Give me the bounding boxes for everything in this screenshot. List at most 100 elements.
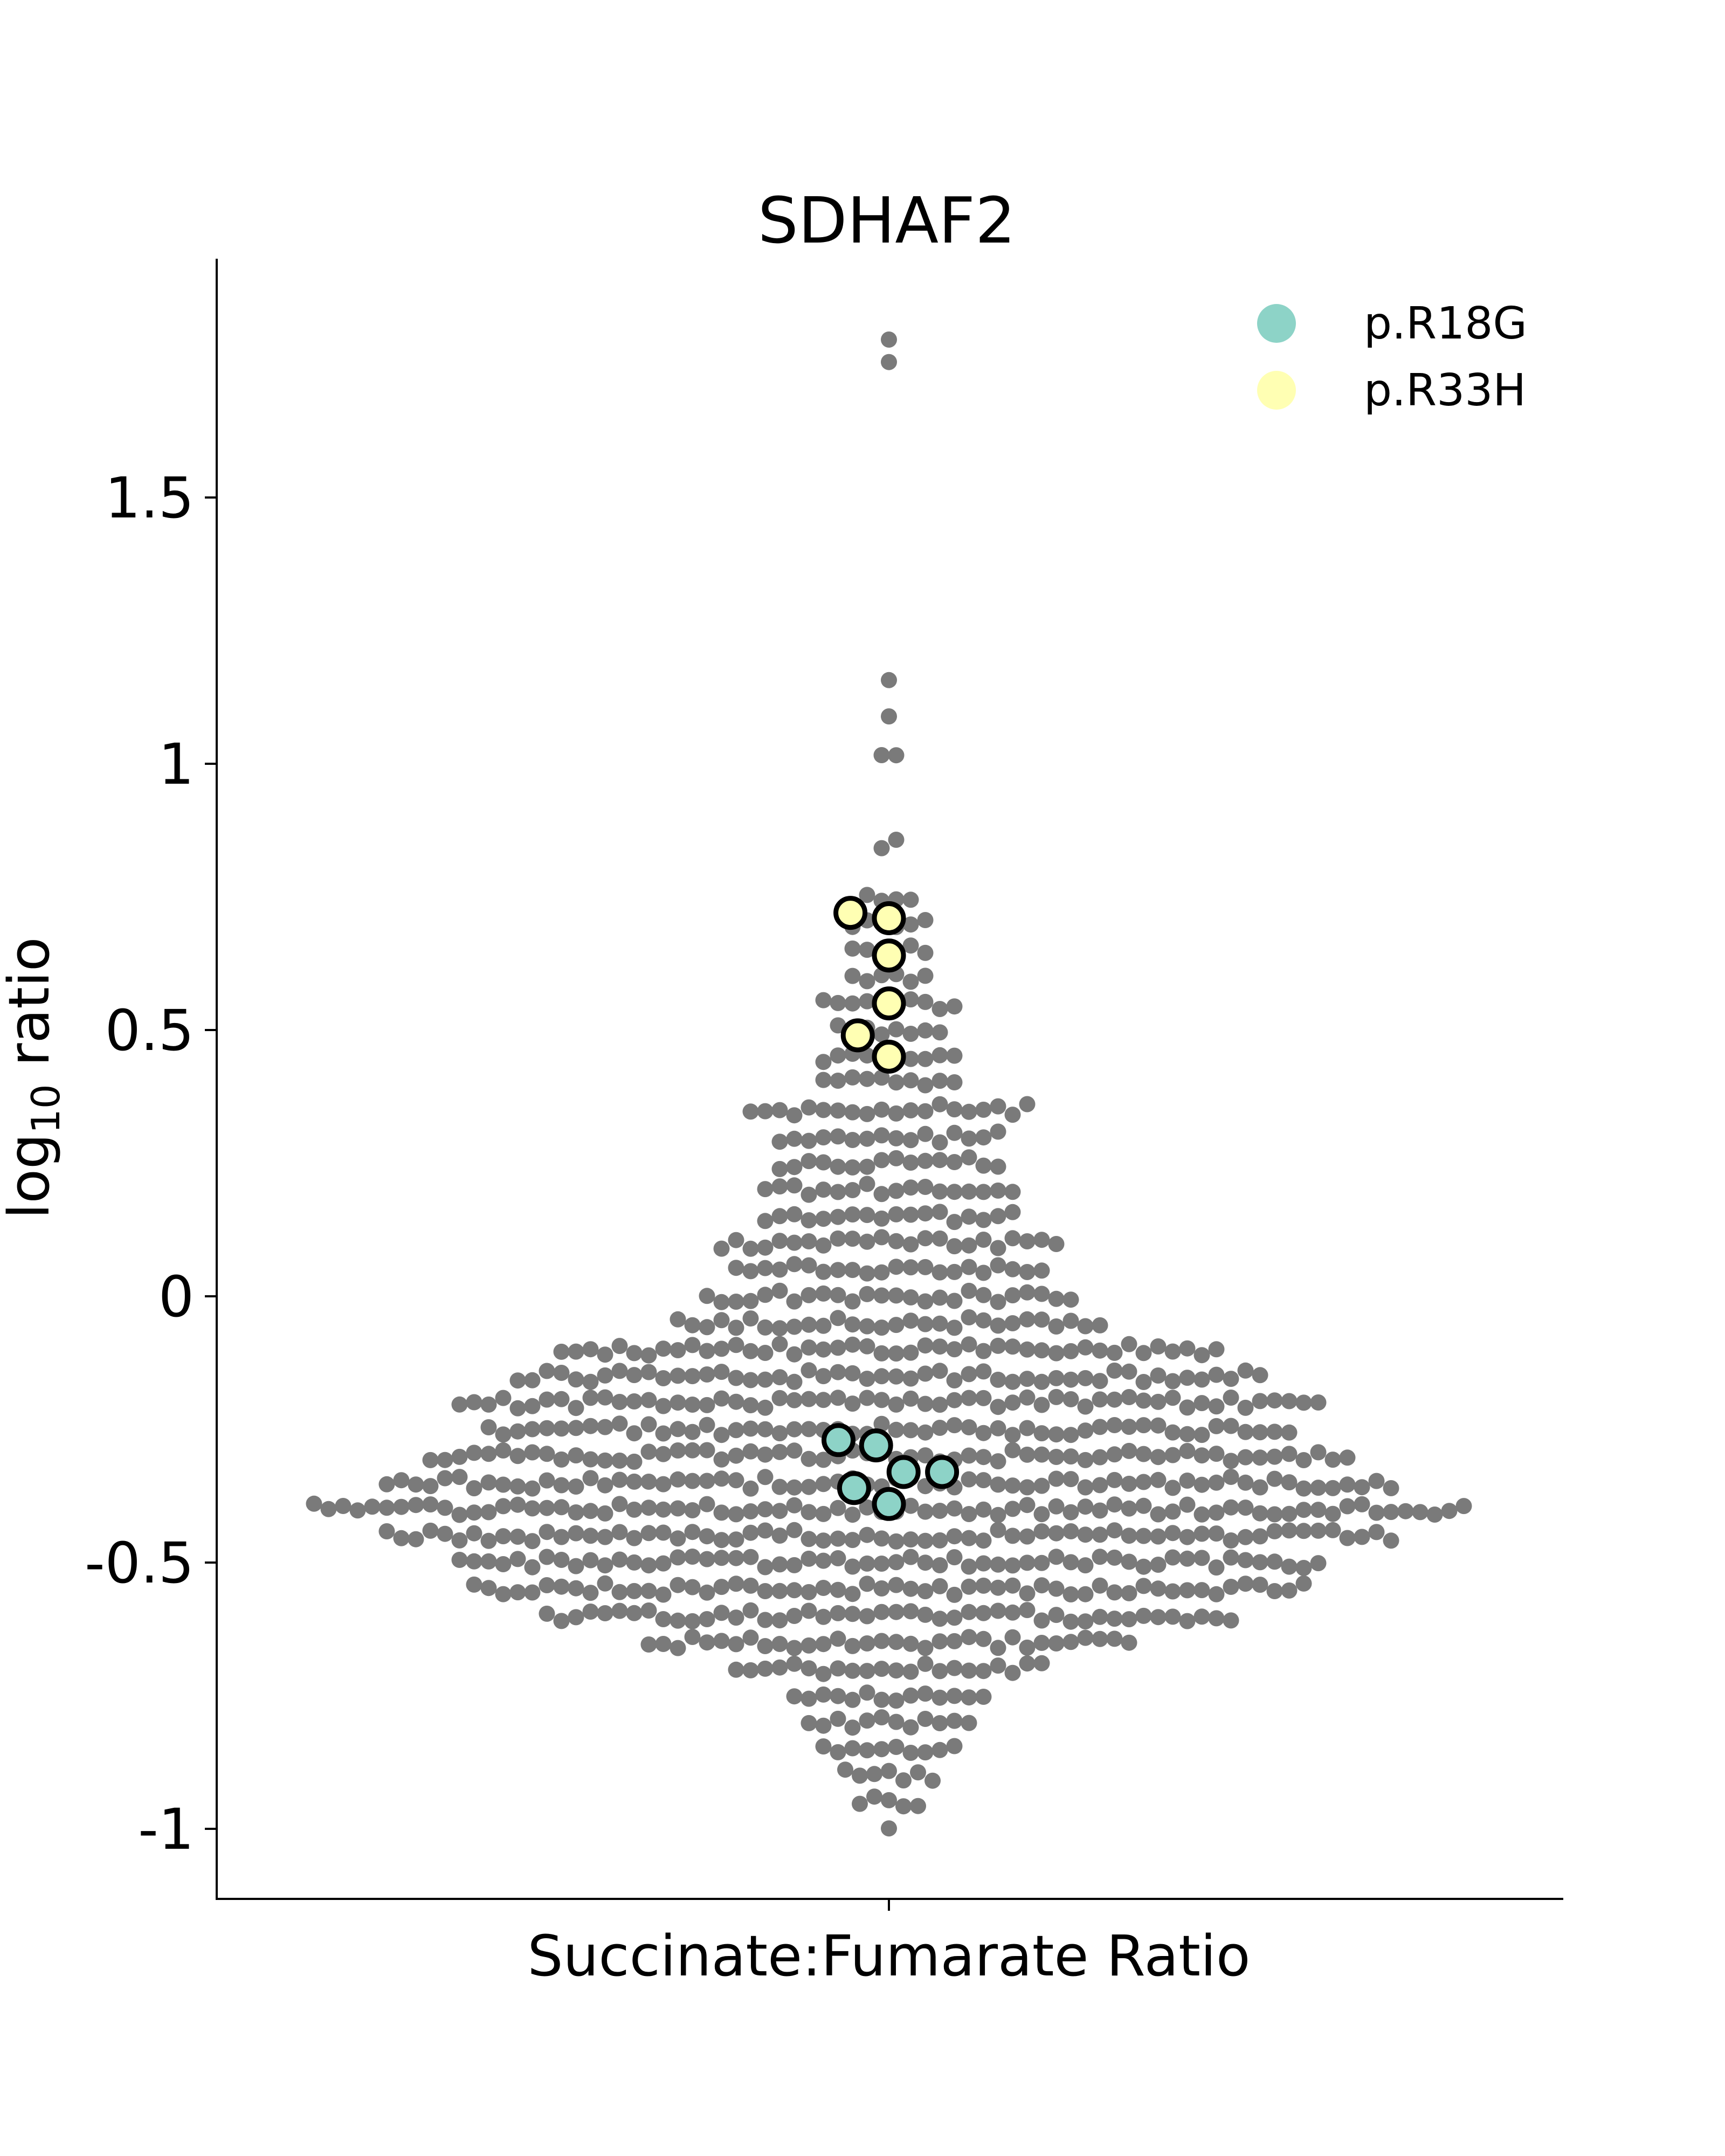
background-point — [1106, 1391, 1123, 1408]
background-point — [946, 1372, 963, 1388]
background-point — [495, 1426, 512, 1443]
series-point — [822, 1423, 855, 1457]
background-point — [1062, 1448, 1079, 1465]
background-point — [378, 1523, 395, 1539]
background-point — [830, 1339, 846, 1356]
y-tick-label: -0.5 — [85, 1530, 194, 1596]
background-point — [1135, 1474, 1152, 1490]
background-point — [742, 1443, 759, 1460]
background-point — [830, 1310, 846, 1326]
background-point — [786, 1582, 803, 1599]
background-point — [757, 1345, 774, 1361]
background-point — [582, 1470, 599, 1487]
background-point — [771, 1528, 788, 1544]
background-point — [1033, 1446, 1050, 1463]
background-point — [509, 1400, 526, 1416]
y-axis-label-main: log — [0, 1134, 62, 1219]
background-point — [932, 1230, 948, 1247]
background-point — [888, 1662, 905, 1679]
background-point — [713, 1312, 730, 1329]
background-point — [786, 1318, 803, 1335]
background-point — [771, 1208, 788, 1225]
background-point — [1237, 1499, 1254, 1516]
background-point — [699, 1416, 715, 1433]
background-point — [990, 1420, 1006, 1436]
background-point — [815, 1129, 832, 1146]
background-point — [815, 1072, 832, 1088]
background-point — [742, 1549, 759, 1565]
background-point — [611, 1452, 628, 1469]
background-point — [888, 1577, 905, 1593]
background-point — [684, 1397, 701, 1413]
background-point — [801, 1584, 817, 1600]
background-point — [1281, 1446, 1298, 1462]
background-point — [1019, 1585, 1036, 1602]
background-point — [917, 1503, 934, 1520]
background-point — [946, 1238, 963, 1255]
background-point — [932, 1024, 948, 1041]
series-point — [872, 901, 906, 935]
background-point — [844, 1336, 861, 1353]
background-point — [873, 1319, 890, 1336]
background-point — [801, 1212, 817, 1228]
background-point — [1455, 1498, 1472, 1515]
background-point — [466, 1480, 482, 1497]
background-point — [1324, 1480, 1341, 1496]
background-point — [1106, 1630, 1123, 1647]
background-point — [990, 1257, 1006, 1274]
background-point — [881, 1820, 897, 1837]
background-point — [1062, 1371, 1079, 1388]
background-point — [684, 1368, 701, 1385]
background-point — [728, 1531, 744, 1548]
background-point — [902, 1370, 919, 1387]
background-point — [568, 1420, 584, 1436]
background-point — [924, 1772, 941, 1789]
background-point — [946, 1392, 963, 1408]
background-point — [1208, 1474, 1225, 1491]
background-point — [728, 1370, 744, 1386]
background-point — [742, 1397, 759, 1414]
background-point — [1237, 1449, 1254, 1466]
background-point — [1135, 1345, 1152, 1362]
background-point — [830, 1744, 846, 1760]
background-point — [888, 1692, 905, 1709]
background-point — [1237, 1529, 1254, 1545]
background-point — [1048, 1236, 1065, 1252]
background-point — [902, 1132, 919, 1149]
background-point — [830, 1158, 846, 1175]
background-point — [932, 1397, 948, 1413]
background-point — [1019, 1554, 1036, 1571]
background-point — [917, 1293, 934, 1310]
series-point — [833, 896, 868, 930]
background-point — [1164, 1583, 1181, 1600]
background-point — [1092, 1317, 1108, 1333]
background-point — [830, 1630, 846, 1647]
background-point — [757, 1181, 774, 1198]
background-point — [815, 1317, 832, 1334]
background-point — [611, 1496, 628, 1512]
background-point — [859, 1265, 875, 1282]
background-point — [932, 1503, 948, 1519]
background-point — [1412, 1504, 1429, 1521]
background-point — [626, 1453, 643, 1470]
background-point — [946, 1688, 963, 1704]
background-point — [902, 973, 919, 990]
background-point — [975, 1212, 992, 1228]
background-point — [1354, 1479, 1370, 1496]
background-point — [815, 1738, 832, 1755]
background-point — [509, 1423, 526, 1440]
background-point — [801, 1339, 817, 1356]
background-point — [495, 1476, 512, 1493]
series-point — [859, 1428, 893, 1463]
background-point — [815, 992, 832, 1008]
background-point — [1004, 1629, 1021, 1646]
series-point — [872, 986, 906, 1021]
background-point — [932, 1611, 948, 1627]
background-point — [1106, 1446, 1123, 1463]
background-point — [1383, 1504, 1399, 1521]
background-point — [771, 1636, 788, 1652]
background-point — [975, 1689, 992, 1705]
y-tick-label: 0 — [158, 1264, 194, 1330]
background-point — [699, 1528, 715, 1545]
background-point — [1033, 1577, 1050, 1594]
